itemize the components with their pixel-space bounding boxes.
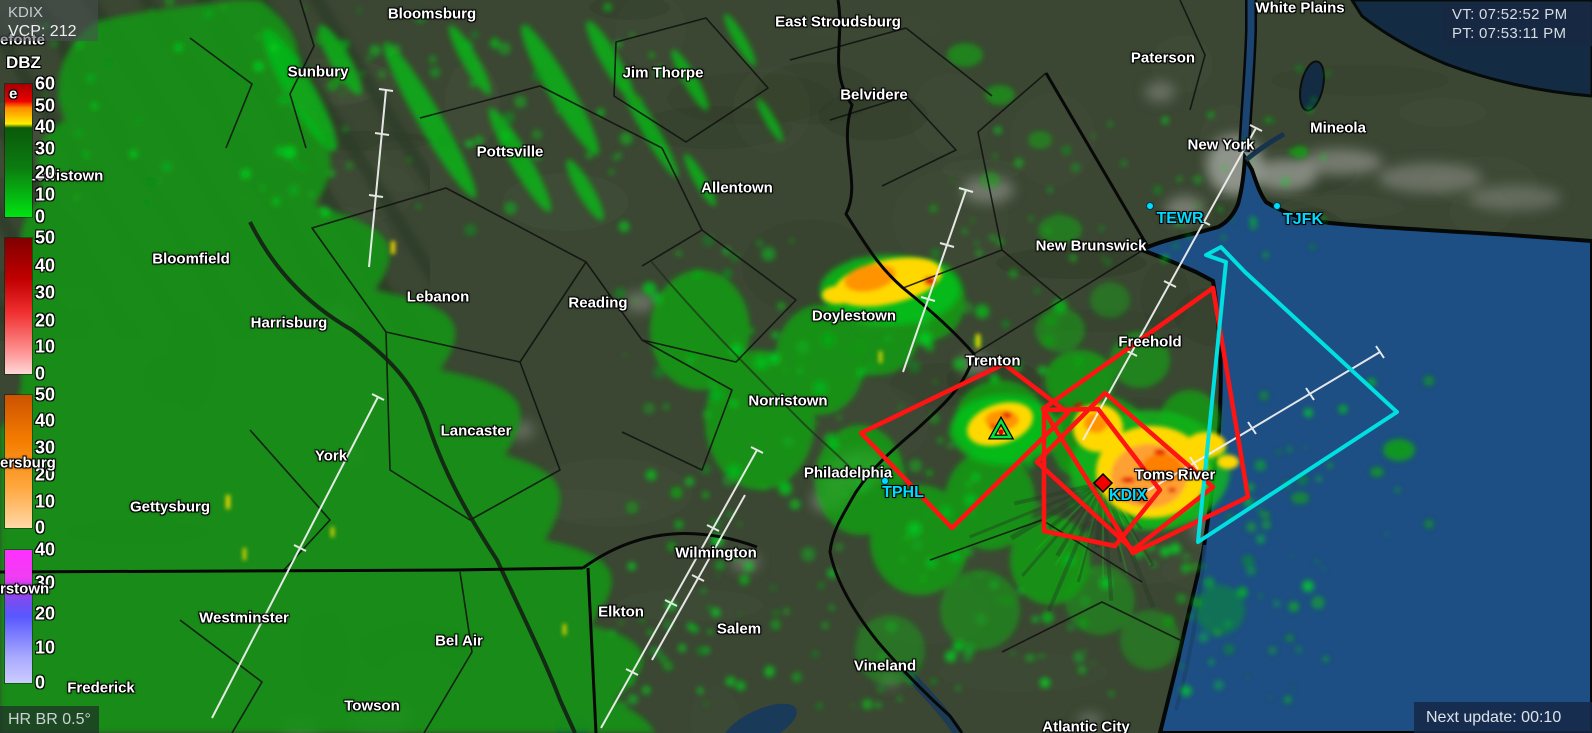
warning-polygon-2 xyxy=(1040,285,1251,556)
hudson-river xyxy=(1240,0,1255,153)
county-borders xyxy=(179,0,1206,733)
severe-warning-polygons xyxy=(858,285,1251,556)
schuylkill-river xyxy=(649,259,859,479)
marine-warning-polygon xyxy=(1196,245,1399,544)
state-borders xyxy=(0,0,1150,733)
storm-track-lines xyxy=(211,88,1385,729)
bay-inlet xyxy=(1299,60,1325,112)
delaware-river-border xyxy=(828,0,976,733)
storm-cell-marker xyxy=(989,418,1013,439)
radar-site-marker xyxy=(1092,472,1114,494)
delaware-bay xyxy=(723,703,797,733)
susquehanna-river xyxy=(248,221,577,733)
storm-cell-marker-core xyxy=(998,429,1004,435)
warning-polygon-1 xyxy=(858,361,1071,531)
east-river xyxy=(1244,131,1286,162)
map-markers xyxy=(987,415,1114,494)
warning-polygon-3 xyxy=(1034,390,1216,553)
warning-polygon-4 xyxy=(1041,406,1163,549)
barnegat-bay xyxy=(1174,544,1207,711)
